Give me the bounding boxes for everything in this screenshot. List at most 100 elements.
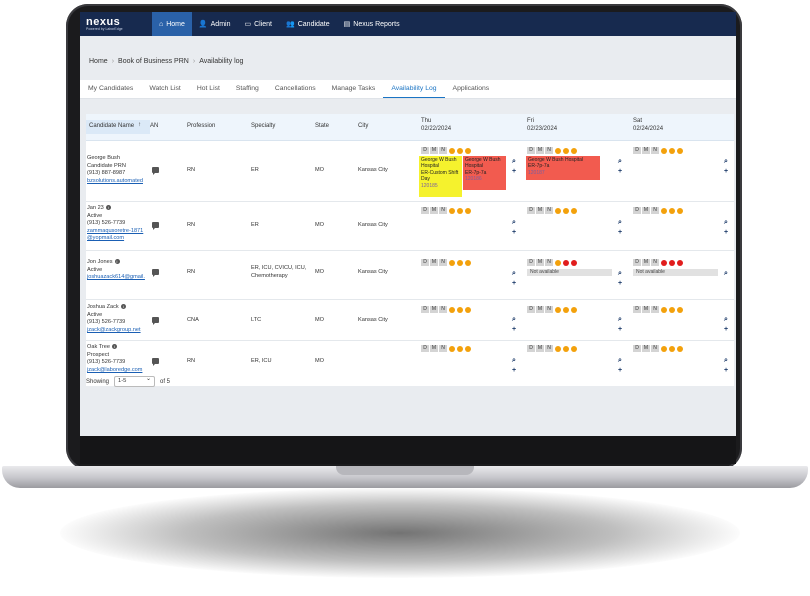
chat-icon[interactable] [152,358,159,366]
add-icon[interactable]: + [512,168,517,175]
add-icon[interactable]: + [724,229,729,236]
laptop-base [2,466,808,488]
candidate-name[interactable]: George Bush [87,155,120,161]
search-icon[interactable]: ⌕ [724,316,728,323]
candidate-name[interactable]: Jan 23 [87,205,104,211]
tab-availability-log[interactable]: Availability Log [383,80,445,98]
nav-home[interactable]: ⌂ Home [152,12,192,36]
add-icon[interactable]: + [512,229,517,236]
add-icon[interactable]: + [724,168,729,175]
header-day-sat: Sat 02/24/2024 [633,118,664,132]
search-icon[interactable]: ⌕ [724,270,728,277]
not-available-label: Not available [527,269,612,276]
candidate-name[interactable]: Jon Jones [87,259,113,265]
tab-my-candidates[interactable]: My Candidates [88,85,134,92]
sort-up-icon: ↑ [138,122,141,128]
candidate-email[interactable]: jzack@laboredge.com [87,366,143,373]
search-icon[interactable]: ⌕ [618,357,622,364]
nav-candidate[interactable]: 👥 Candidate [286,20,330,29]
add-icon[interactable]: + [724,367,729,374]
chat-icon[interactable] [152,317,159,325]
search-icon[interactable]: ⌕ [618,270,622,277]
add-icon[interactable]: + [618,229,623,236]
search-icon[interactable]: ⌕ [512,158,516,165]
candidate-email[interactable]: bzsolutions.automated [87,177,143,184]
search-icon[interactable]: ⌕ [618,316,622,323]
table-row: Joshua Zack i Active (913) 526-7739 jzack… [86,300,734,341]
info-icon[interactable]: i [120,304,126,310]
available-dot [465,147,471,154]
chat-icon[interactable] [152,269,159,277]
chat-icon[interactable] [152,167,159,175]
laptop-screen: nexus Powered by LaborEdge ⌂ Home 👤 Admin … [80,12,736,436]
search-icon[interactable]: ⌕ [618,219,622,226]
add-icon[interactable]: + [512,280,517,287]
users-icon: 👥 [286,21,295,28]
specialty: LTC [251,317,262,323]
tab-staffing[interactable]: Staffing [235,85,259,92]
nav-nexus-reports[interactable]: ▤ Nexus Reports [343,20,400,29]
info-icon[interactable]: i [114,259,120,265]
candidate-status: Candidate PRN [87,162,126,169]
header-candidate-name[interactable]: Candidate Name ↑ [86,120,150,134]
search-icon[interactable]: ⌕ [512,270,516,277]
breadcrumb-book-of-business[interactable]: Book of Business PRN [118,58,189,65]
candidate-email[interactable]: jzack@zackgroup.net [87,326,141,333]
add-icon[interactable]: + [618,168,623,175]
tab-watch-list[interactable]: Watch List [149,85,181,92]
candidate-info: Jan 23 i Active (913) 526-7739 zammaqusor… [87,205,147,243]
search-icon[interactable]: ⌕ [724,219,728,226]
add-icon[interactable]: + [512,367,517,374]
briefcase-icon: ▭ [244,21,252,28]
nav-client[interactable]: ▭ Client [244,20,273,29]
search-icon[interactable]: ⌕ [512,316,516,323]
add-icon[interactable]: + [512,326,517,333]
add-icon[interactable]: + [618,280,623,287]
search-icon[interactable]: ⌕ [724,158,728,165]
add-icon[interactable]: + [618,326,623,333]
tab-cancellations[interactable]: Cancellations [274,85,316,92]
page-size-select[interactable]: 1-5 [114,375,156,387]
tab-applications[interactable]: Applications [452,85,490,92]
search-icon[interactable]: ⌕ [724,357,728,364]
tab-hot-list[interactable]: Hot List [196,85,220,92]
search-icon[interactable]: ⌕ [618,158,622,165]
search-icon[interactable]: ⌕ [512,219,516,226]
showing-label: Showing [86,378,110,385]
nexus-logo[interactable]: nexus Powered by LaborEdge [86,16,123,32]
booking-red[interactable]: George W Bush Hospital ER-7p-7a 120187 [526,156,600,180]
add-icon[interactable]: + [724,326,729,333]
candidate-email[interactable]: zammaqusoretre-1871@yopmail.com [87,227,144,242]
nav-admin[interactable]: 👤 Admin [198,20,231,29]
home-icon: ⌂ [159,20,164,28]
info-icon[interactable]: i [112,344,118,350]
chat-icon[interactable] [152,222,159,230]
candidate-email[interactable]: joshuazack614@gmail. [87,274,145,281]
profession: RN [187,167,196,173]
search-icon[interactable]: ⌕ [512,357,516,364]
candidate-name[interactable]: Joshua Zack [87,304,119,310]
booking-red[interactable]: George W Bush Hospital ER-7p-7a 120186 [463,156,506,190]
candidate-name[interactable]: Oak Tree [87,344,111,350]
candidate-info: George Bush Candidate PRN (913) 887-8987… [87,155,143,185]
tab-manage-tasks[interactable]: Manage Tasks [331,85,376,92]
add-icon[interactable]: + [618,367,623,374]
breadcrumb-home[interactable]: Home [89,58,108,65]
info-icon[interactable]: i [105,205,111,211]
booking-yellow[interactable]: George W Bush Hospital ER-Custom Shift Day 1… [419,156,462,197]
